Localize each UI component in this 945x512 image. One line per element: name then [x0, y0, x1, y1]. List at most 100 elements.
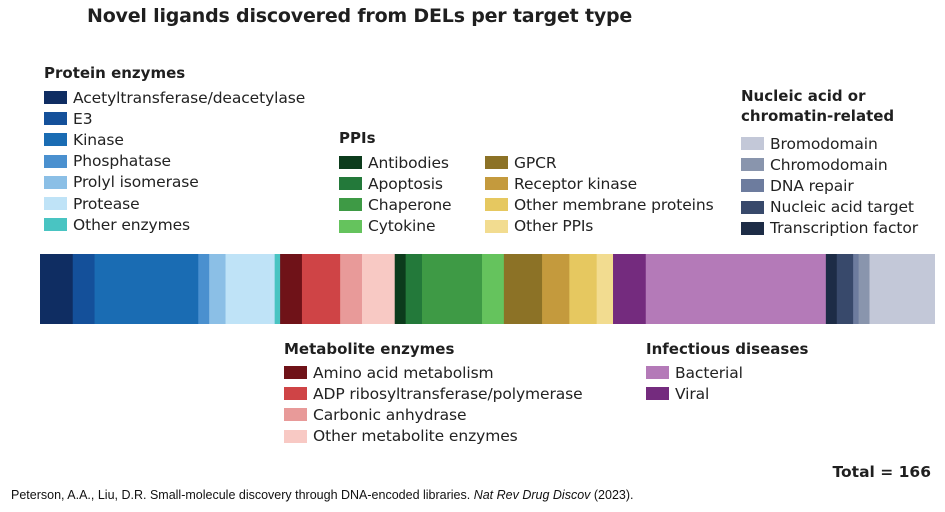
legend-swatch	[284, 429, 307, 443]
legend-ppis-col2: GPCR Receptor kinase Other membrane protei…	[485, 152, 714, 237]
bar-segment-receptor-kinase	[542, 254, 570, 324]
legend-item: GPCR	[485, 152, 714, 173]
bar-segment-bromodomain	[869, 254, 935, 324]
bar-segment-antibodies	[394, 254, 407, 324]
legend-swatch	[485, 219, 508, 233]
bar-segment-carbonic-anhydrase	[340, 254, 363, 324]
bar-segment-chromodomain	[858, 254, 870, 324]
legend-swatch	[284, 366, 307, 380]
legend-title-nucleic-line1: Nucleic acid or	[741, 87, 866, 105]
bar-segment-amino-acid-metabolism	[280, 254, 303, 324]
legend-label: Chaperone	[368, 195, 452, 214]
legend-label: Cytokine	[368, 217, 436, 236]
bar-segment-e3	[72, 254, 95, 324]
legend-label: ADP ribosyltransferase/polymerase	[313, 384, 583, 403]
bar-segment-gpcr	[503, 254, 543, 324]
legend-item: Kinase	[44, 129, 305, 150]
legend-label: Other enzymes	[73, 215, 191, 234]
bar-segment-phosphatase	[198, 254, 210, 324]
bar-segment-apoptosis	[405, 254, 423, 324]
bar-segment-viral	[613, 254, 647, 324]
legend-swatch	[485, 198, 508, 212]
citation-journal: Nat Rev Drug Discov	[473, 488, 591, 502]
legend-title-nucleic-acid: Nucleic acid or chromatin-related	[741, 86, 894, 126]
citation-year: (2023).	[590, 488, 634, 502]
legend-title-ppis: PPIs	[339, 129, 376, 147]
legend-label: Bromodomain	[770, 134, 878, 153]
legend-swatch	[339, 156, 362, 170]
legend-label: Amino acid metabolism	[313, 363, 494, 382]
bar-segment-acetyltransferase-deacetylase	[40, 254, 74, 324]
legend-nucleic-acid: Bromodomain Chromodomain DNA repair Nucleic…	[741, 133, 918, 239]
legend-label: Other PPIs	[514, 217, 594, 236]
legend-swatch	[646, 387, 669, 401]
legend-title-infectious-diseases: Infectious diseases	[646, 340, 809, 358]
legend-item: Receptor kinase	[485, 173, 714, 194]
legend-swatch	[741, 158, 764, 172]
legend-swatch	[741, 221, 764, 235]
legend-item: Viral	[646, 383, 743, 404]
legend-label: Prolyl isomerase	[73, 173, 199, 192]
citation: Peterson, A.A., Liu, D.R. Small-molecule…	[11, 488, 634, 502]
legend-label: Antibodies	[368, 153, 449, 172]
legend-infectious-diseases: Bacterial Viral	[646, 362, 743, 404]
legend-title-metabolite-enzymes: Metabolite enzymes	[284, 340, 455, 358]
legend-item: Chaperone	[339, 194, 452, 215]
legend-item: Carbonic anhydrase	[284, 404, 583, 425]
bar-segment-protease	[225, 254, 276, 324]
bar-segment-adp-ribosyltransferase-polymerase	[301, 254, 341, 324]
legend-label: Receptor kinase	[514, 174, 638, 193]
total-label: Total = 166	[832, 463, 931, 481]
stacked-bar	[40, 254, 935, 324]
bar-segment-other-enzymes	[274, 254, 281, 324]
legend-label: Protease	[73, 194, 140, 213]
legend-item: Amino acid metabolism	[284, 362, 583, 383]
legend-label: Chromodomain	[770, 155, 888, 174]
legend-item: Cytokine	[339, 216, 452, 237]
bar-segment-kinase	[94, 254, 199, 324]
legend-swatch	[741, 179, 764, 193]
legend-metabolite-enzymes: Amino acid metabolism ADP ribosyltransfer…	[284, 362, 583, 447]
bar-segment-bacterial	[645, 254, 827, 324]
legend-title-protein-enzymes: Protein enzymes	[44, 64, 186, 82]
legend-swatch	[485, 156, 508, 170]
legend-item: E3	[44, 108, 305, 129]
legend-protein-enzymes: Acetyltransferase/deacetylase E3 Kinase Pho…	[44, 87, 305, 235]
legend-item: Bacterial	[646, 362, 743, 383]
legend-item: Acetyltransferase/deacetylase	[44, 87, 305, 108]
legend-swatch	[741, 137, 764, 151]
legend-swatch	[44, 91, 67, 105]
legend-swatch	[741, 200, 764, 214]
legend-item: Transcription factor	[741, 218, 918, 239]
bar-segment-other-metabolite-enzymes	[361, 254, 396, 324]
legend-ppis-col1: Antibodies Apoptosis Chaperone Cytokine	[339, 152, 452, 237]
legend-swatch	[284, 408, 307, 422]
legend-item: DNA repair	[741, 175, 918, 196]
bar-segment-transcription-factor	[825, 254, 838, 324]
citation-text: Peterson, A.A., Liu, D.R. Small-molecule…	[11, 488, 474, 502]
legend-swatch	[339, 198, 362, 212]
legend-title-nucleic-line2: chromatin-related	[741, 107, 895, 125]
legend-item: Other enzymes	[44, 214, 305, 235]
legend-label: DNA repair	[770, 176, 854, 195]
legend-item: Nucleic acid target	[741, 197, 918, 218]
legend-label: Transcription factor	[770, 219, 919, 238]
legend-label: Kinase	[73, 130, 124, 149]
bar-segment-other-membrane-proteins	[569, 254, 598, 324]
bar-segment-other-ppis	[596, 254, 614, 324]
bar-segment-nucleic-acid-target	[836, 254, 854, 324]
legend-swatch	[44, 175, 67, 189]
legend-item: Apoptosis	[339, 173, 452, 194]
legend-label: Bacterial	[675, 363, 743, 382]
legend-label: GPCR	[514, 153, 557, 172]
legend-label: E3	[73, 109, 93, 128]
legend-label: Other metabolite enzymes	[313, 427, 518, 446]
legend-item: Antibodies	[339, 152, 452, 173]
legend-swatch	[339, 177, 362, 191]
chart-title: Novel ligands discovered from DELs per t…	[87, 5, 633, 27]
legend-label: Acetyltransferase/deacetylase	[73, 88, 306, 107]
legend-swatch	[44, 154, 67, 168]
legend-item: Other PPIs	[485, 216, 714, 237]
legend-label: Phosphatase	[73, 152, 171, 171]
bar-segment-prolyl-isomerase	[209, 254, 226, 324]
